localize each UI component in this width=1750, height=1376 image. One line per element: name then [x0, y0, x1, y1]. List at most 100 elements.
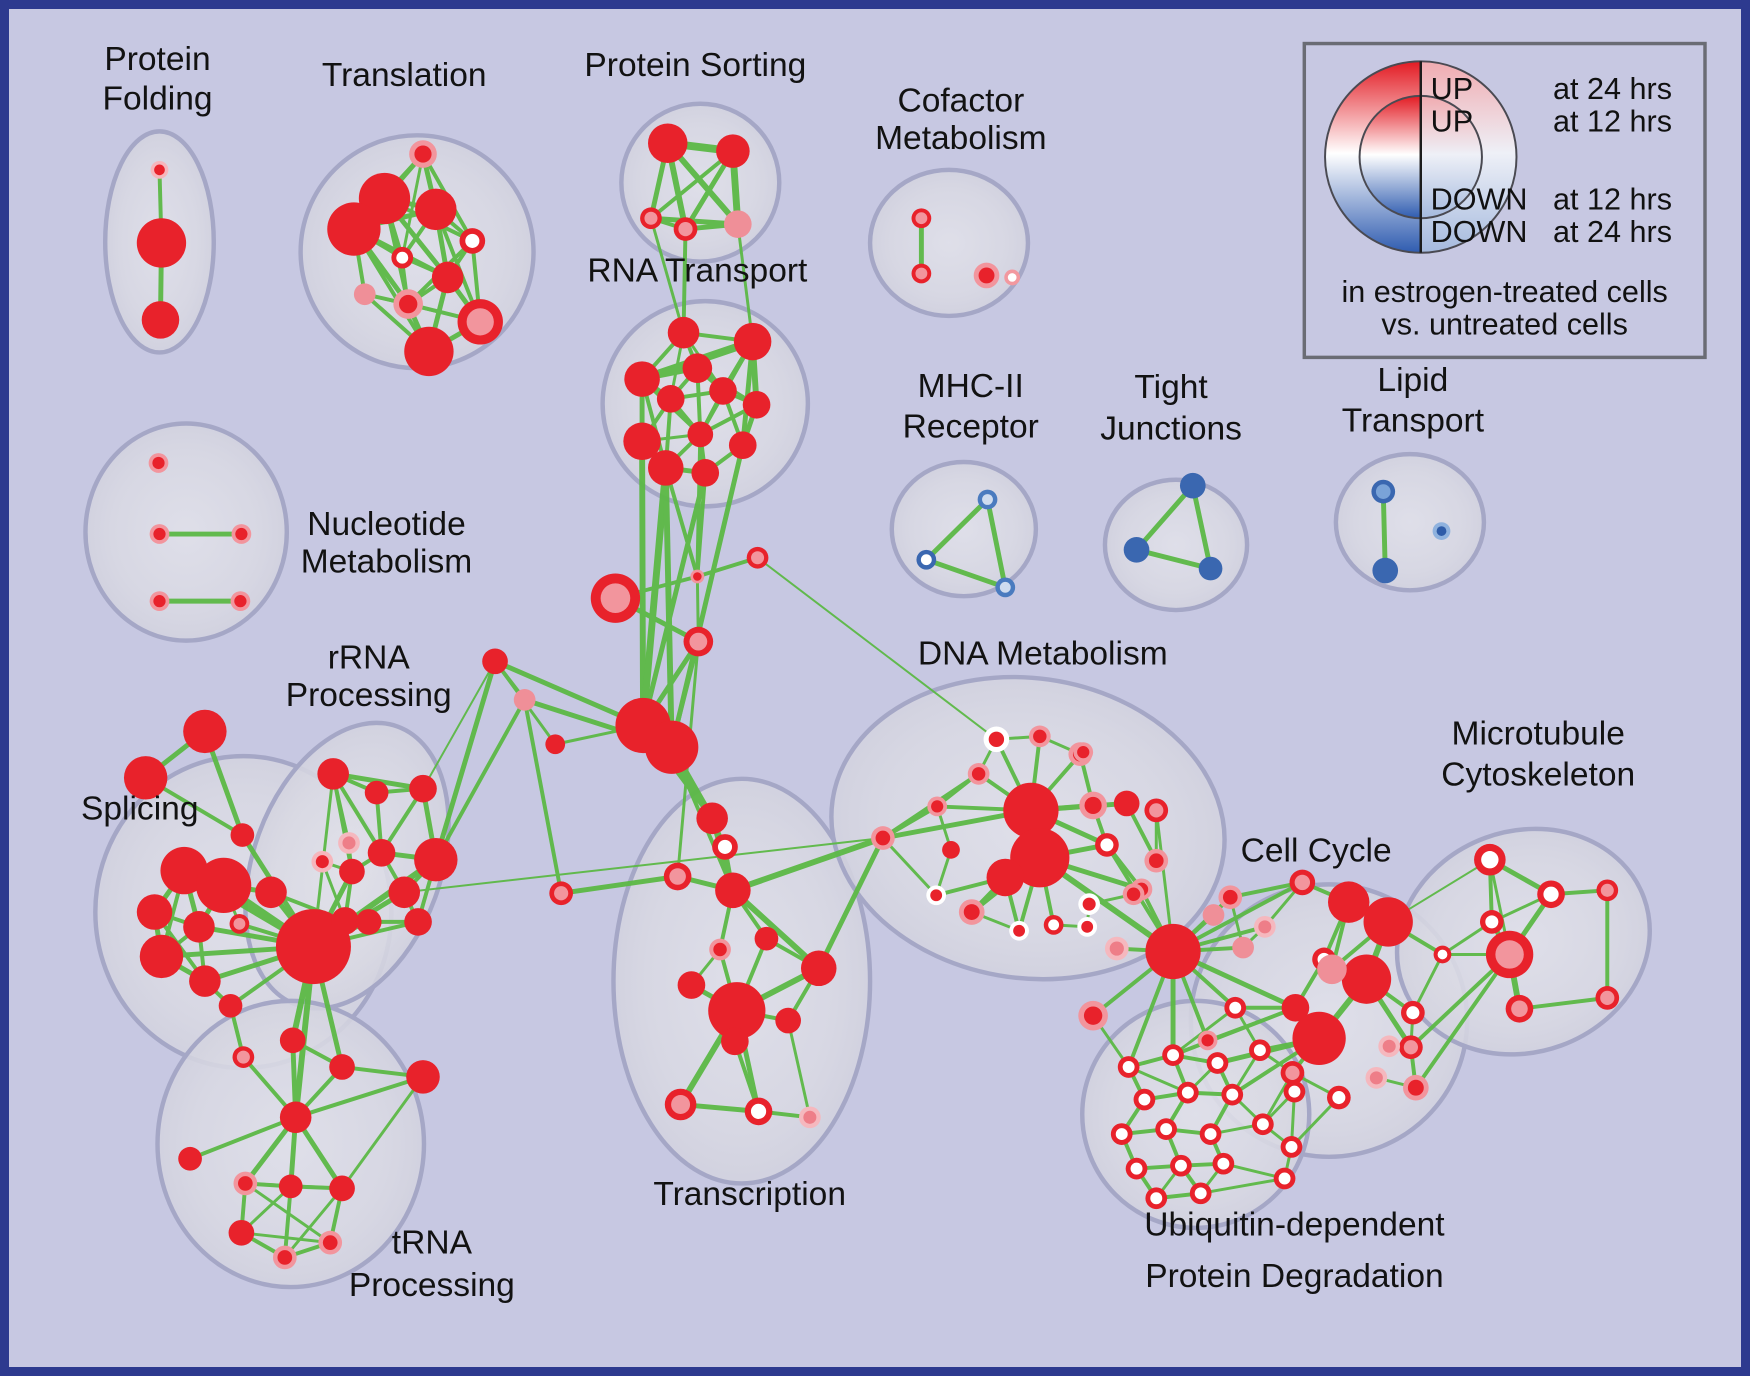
network-edge: [816, 835, 886, 971]
cluster-label-rrna-processing-0: rRNA: [328, 639, 411, 676]
network-edge: [640, 470, 708, 728]
network-node-sp3: [136, 894, 173, 930]
network-node-rr2: [364, 780, 389, 805]
network-edge: [1199, 1177, 1287, 1195]
network-node-core-mh2: [920, 554, 932, 566]
network-node-core-ub8: [1160, 1123, 1173, 1136]
network-edge: [558, 874, 681, 896]
network-edge: [1134, 483, 1196, 553]
network-edge: [188, 1115, 298, 1161]
cluster-label-microtubule-cytoskeleton-0: Microtubule: [1452, 715, 1625, 752]
network-node-core-tx14: [750, 1103, 767, 1119]
network-node-tn2: [278, 1174, 303, 1199]
network-edge: [662, 464, 675, 751]
network-node-cc7: [1281, 993, 1310, 1022]
network-node-tj1: [1179, 472, 1206, 499]
network-edge: [282, 1184, 293, 1260]
network-node-core-cf1: [915, 212, 928, 225]
cluster-label-mhc-ii-receptor-1: Receptor: [903, 408, 1039, 445]
network-node-core-ub17: [1278, 1172, 1291, 1185]
network-node-core-dm21: [1082, 897, 1096, 911]
network-node-core-mt5: [1600, 990, 1615, 1005]
network-node-core-dm19: [1148, 853, 1164, 869]
network-node-core-ub12: [1217, 1157, 1230, 1170]
network-node-rr12: [414, 838, 458, 882]
network-node-core-tx15: [803, 1110, 817, 1124]
network-node-ln4: [406, 1060, 440, 1094]
network-node-ln3: [329, 1054, 355, 1080]
network-node-th: [279, 1101, 312, 1134]
network-node-core-ub3: [1211, 1057, 1224, 1069]
legend-up-24-label: UP: [1431, 72, 1473, 106]
network-node-core-sp5: [233, 917, 246, 930]
legend-down-24-time: at 24 hrs: [1553, 215, 1672, 249]
network-node-core-mt11: [1369, 1071, 1383, 1085]
cluster-label-cell-cycle-0: Cell Cycle: [1241, 833, 1392, 870]
network-edge: [648, 149, 735, 221]
network-node-core-dm0: [875, 830, 891, 846]
network-node-cch: [1145, 923, 1201, 980]
network-node-core-t10: [466, 308, 494, 336]
network-node-ln2: [279, 1027, 306, 1054]
network-node-rt9: [623, 422, 661, 461]
network-node-core-cc3: [1294, 874, 1311, 891]
network-node-core-cc16: [1406, 1006, 1420, 1020]
network-edge: [756, 556, 998, 741]
cluster-label-ubiquitin-degradation-1: Protein Degradation: [1145, 1258, 1443, 1295]
network-edge: [985, 497, 1008, 590]
network-node-core-tn6: [322, 1235, 338, 1250]
legend-caption-line1: in estrogen-treated cells: [1341, 275, 1667, 309]
cluster-label-splicing-0: Splicing: [81, 790, 198, 827]
network-node-core-rr4: [342, 836, 356, 850]
network-node-core-ps4: [678, 221, 693, 237]
network-node-cc18: [1317, 954, 1347, 985]
network-node-cc8: [1292, 1011, 1346, 1066]
network-node-tx1: [696, 802, 728, 835]
network-node-sp1: [160, 846, 208, 895]
network-node-tj2: [1123, 537, 1150, 563]
network-node-pf2: [136, 218, 187, 268]
network-node-st2: [123, 756, 168, 800]
network-node-core-mt6: [1437, 949, 1448, 960]
network-edge: [881, 836, 938, 897]
network-node-rt1: [667, 316, 700, 349]
network-node-tx9: [677, 971, 706, 999]
network-node-core-tn1: [238, 1176, 253, 1191]
network-node-core-dm26: [1077, 746, 1090, 759]
network-node-core-dm15: [1048, 919, 1060, 931]
network-node-rr9: [331, 907, 359, 935]
network-node-t11: [404, 326, 454, 377]
legend-down-12-label: DOWN: [1431, 182, 1528, 216]
network-node-core-dm1: [988, 731, 1005, 748]
network-node-core-cf3: [978, 267, 995, 284]
network-node-core-mh1: [982, 494, 993, 505]
network-edge: [1171, 1005, 1298, 1058]
network-node-cc5: [1363, 897, 1413, 947]
network-edge: [663, 465, 700, 579]
legend-down-12-time: at 12 hrs: [1553, 182, 1672, 216]
network-node-st1: [183, 709, 227, 754]
network-edge: [736, 222, 755, 344]
cluster-label-cofactor-metabolism-0: Cofactor: [897, 83, 1024, 120]
network-node-core-ub10: [1130, 1162, 1143, 1175]
network-node-tx11: [775, 1007, 801, 1034]
cluster-ellipse-trna-processing: [155, 998, 427, 1290]
network-node-core-cc1: [1222, 889, 1238, 905]
network-edge: [639, 464, 670, 729]
cluster-label-rna-transport-0: RNA Transport: [587, 252, 808, 289]
network-node-sp6: [139, 934, 184, 979]
network-node-cc15: [1202, 904, 1225, 926]
network-node-dm9: [1010, 828, 1070, 888]
legend-down-24-label: DOWN: [1431, 215, 1528, 249]
network-node-core-t9: [399, 294, 418, 314]
network-node-sp10: [275, 909, 351, 985]
network-node-core-ub13: [1150, 1192, 1163, 1205]
network-node-core-ub9: [1204, 1128, 1217, 1141]
network-node-dm10: [986, 858, 1025, 897]
network-node-core-c3: [600, 583, 631, 613]
cluster-label-nucleotide-metabolism-0: Nucleotide: [307, 506, 466, 543]
network-node-rr7: [367, 838, 396, 867]
network-node-core-tx13: [671, 1095, 691, 1114]
node-layer: [123, 123, 1620, 1270]
